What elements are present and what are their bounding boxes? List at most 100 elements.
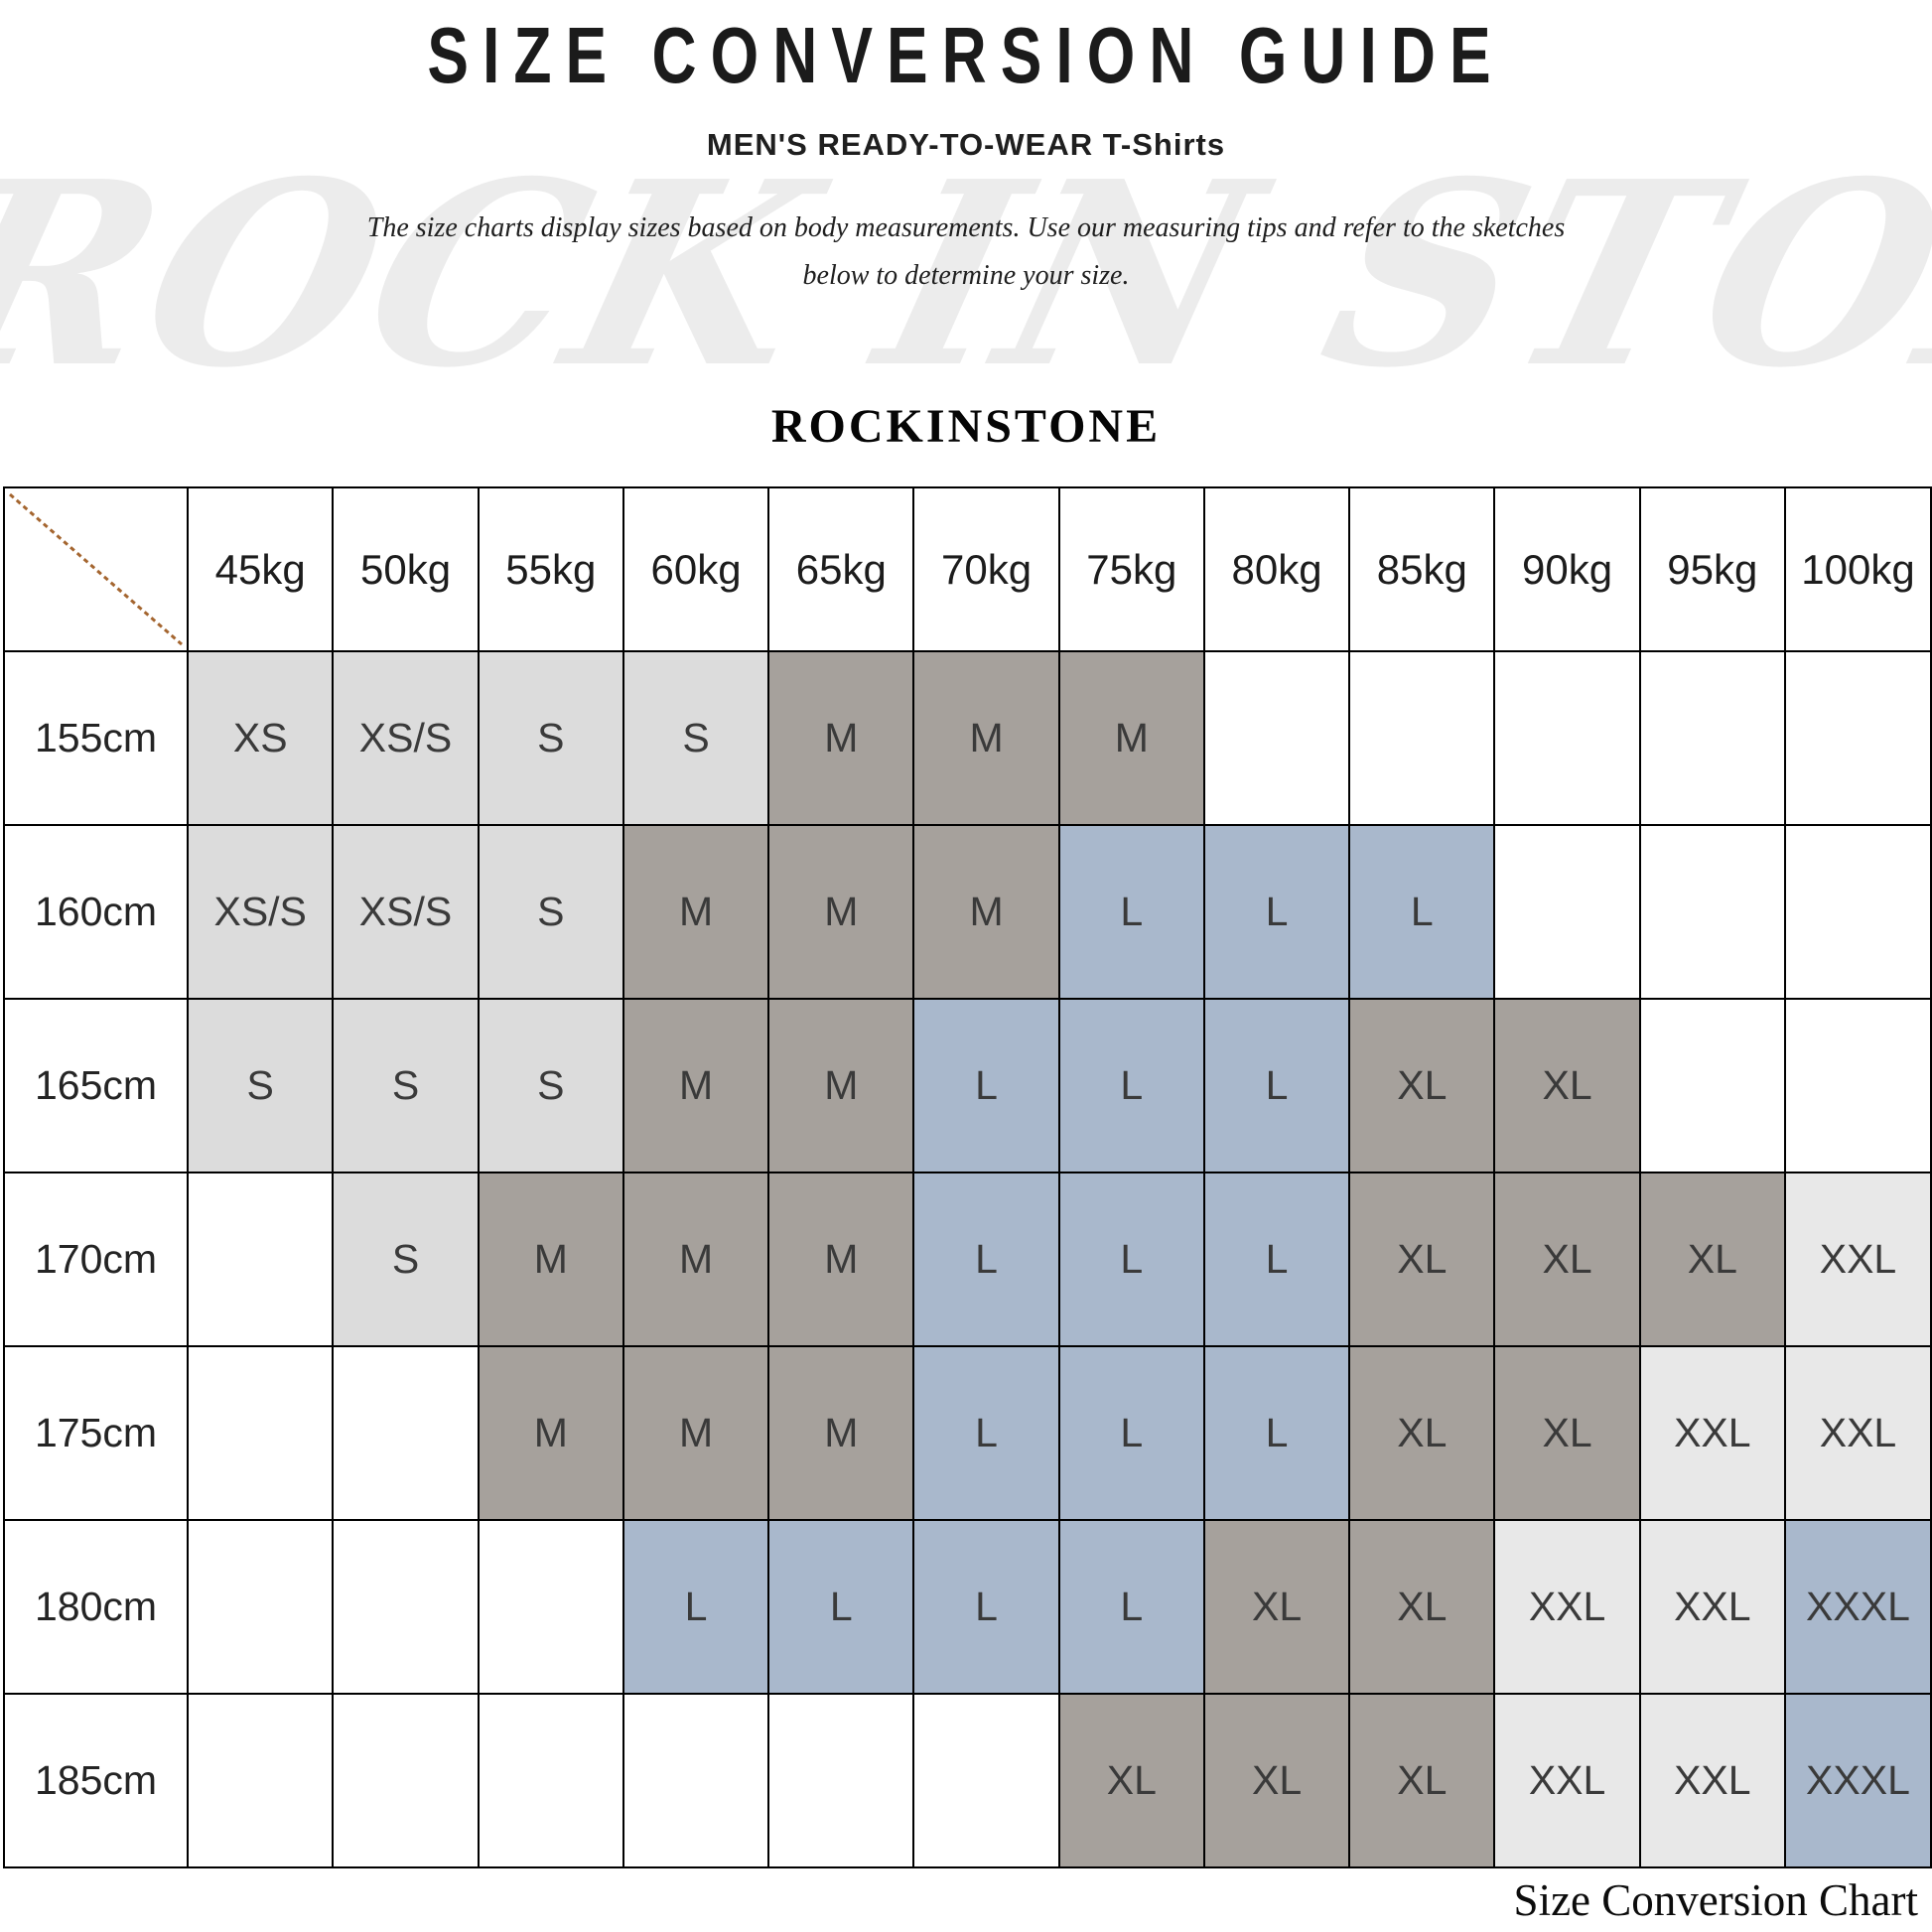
header-row: 45kg 50kg 55kg 60kg 65kg 70kg 75kg 80kg 85kg 90kg… bbox=[2, 486, 1932, 652]
weight-column-header: 70kg bbox=[912, 486, 1060, 652]
size-cell: L bbox=[1057, 1519, 1205, 1695]
size-cell bbox=[332, 1519, 480, 1695]
table-body: 155cm XS XS/S S S M M M 160cm XS/S XS/S S M M M L L L 165c… bbox=[2, 650, 1932, 1868]
size-cell bbox=[767, 1693, 915, 1868]
size-cell bbox=[477, 1519, 624, 1695]
size-cell: XXXL bbox=[1783, 1693, 1932, 1868]
weight-column-header: 90kg bbox=[1493, 486, 1641, 652]
size-cell bbox=[477, 1693, 624, 1868]
height-row-header: 185cm bbox=[2, 1693, 190, 1868]
size-cell: XL bbox=[1057, 1693, 1205, 1868]
size-cell bbox=[187, 1693, 335, 1868]
size-cell bbox=[187, 1345, 335, 1521]
size-cell: XL bbox=[1348, 1345, 1496, 1521]
size-cell: M bbox=[621, 1345, 770, 1521]
size-cell: M bbox=[477, 1345, 624, 1521]
height-row-header: 160cm bbox=[2, 824, 190, 1000]
size-cell: L bbox=[1202, 1172, 1351, 1347]
size-cell: XXL bbox=[1638, 1519, 1786, 1695]
size-cell: L bbox=[621, 1519, 770, 1695]
size-cell: XXL bbox=[1783, 1345, 1932, 1521]
height-row-header: 180cm bbox=[2, 1519, 190, 1695]
weight-column-header: 45kg bbox=[187, 486, 335, 652]
size-cell: M bbox=[912, 650, 1060, 826]
weight-column-header: 50kg bbox=[332, 486, 480, 652]
size-cell: S bbox=[621, 650, 770, 826]
size-cell bbox=[332, 1693, 480, 1868]
size-cell: L bbox=[1202, 824, 1351, 1000]
height-row-header: 165cm bbox=[2, 998, 190, 1173]
size-cell bbox=[1348, 650, 1496, 826]
weight-column-header: 75kg bbox=[1057, 486, 1205, 652]
size-cell bbox=[1783, 824, 1932, 1000]
weight-column-header: 80kg bbox=[1202, 486, 1351, 652]
brand-name: ROCKINSTONE bbox=[770, 400, 1162, 453]
size-cell: L bbox=[912, 998, 1060, 1173]
size-cell: M bbox=[912, 824, 1060, 1000]
size-cell: XS/S bbox=[187, 824, 335, 1000]
height-row-header: 155cm bbox=[2, 650, 190, 826]
weight-column-header: 85kg bbox=[1348, 486, 1496, 652]
size-cell: L bbox=[912, 1172, 1060, 1347]
size-cell: L bbox=[1057, 824, 1205, 1000]
size-cell: XXL bbox=[1493, 1693, 1641, 1868]
height-row-header: 170cm bbox=[2, 1172, 190, 1347]
size-cell: XL bbox=[1493, 1345, 1641, 1521]
height-row-header: 175cm bbox=[2, 1345, 190, 1521]
size-cell: XS/S bbox=[332, 650, 480, 826]
weight-column-header: 60kg bbox=[621, 486, 770, 652]
size-cell bbox=[1783, 998, 1932, 1173]
description: The size charts display sizes based on b… bbox=[0, 205, 1932, 300]
size-cell: XXXL bbox=[1783, 1519, 1932, 1695]
size-cell: L bbox=[1202, 1345, 1351, 1521]
description-line1: The size charts display sizes based on b… bbox=[366, 212, 1566, 243]
size-cell: XL bbox=[1638, 1172, 1786, 1347]
size-cell: M bbox=[767, 1345, 915, 1521]
size-cell: S bbox=[477, 998, 624, 1173]
size-cell: L bbox=[1057, 1172, 1205, 1347]
size-cell: XXL bbox=[1638, 1345, 1786, 1521]
size-cell bbox=[912, 1693, 1060, 1868]
table-row: 170cm S M M M L L L XL XL XL XXL bbox=[2, 1172, 1932, 1347]
size-cell: XL bbox=[1202, 1519, 1351, 1695]
size-cell: XXL bbox=[1493, 1519, 1641, 1695]
size-cell: L bbox=[1057, 1345, 1205, 1521]
weight-column-header: 65kg bbox=[767, 486, 915, 652]
size-cell: M bbox=[767, 1172, 915, 1347]
size-cell: L bbox=[1057, 998, 1205, 1173]
size-cell: S bbox=[477, 650, 624, 826]
size-cell: M bbox=[621, 998, 770, 1173]
size-cell: XL bbox=[1202, 1693, 1351, 1868]
size-cell: L bbox=[767, 1519, 915, 1695]
size-cell: XL bbox=[1348, 1172, 1496, 1347]
size-cell: S bbox=[187, 998, 335, 1173]
size-cell bbox=[1493, 824, 1641, 1000]
chart-caption: Size Conversion Chart bbox=[1513, 1875, 1918, 1925]
size-cell bbox=[1638, 824, 1786, 1000]
size-table: 45kg 50kg 55kg 60kg 65kg 70kg 75kg 80kg 85kg 90kg… bbox=[2, 486, 1932, 1868]
page-subtitle: MEN'S READY-TO-WEAR T-Shirts bbox=[706, 127, 1226, 162]
size-cell: S bbox=[477, 824, 624, 1000]
size-cell: XL bbox=[1493, 1172, 1641, 1347]
size-cell bbox=[187, 1519, 335, 1695]
size-cell bbox=[187, 1172, 335, 1347]
size-cell: S bbox=[332, 998, 480, 1173]
size-cell: L bbox=[912, 1519, 1060, 1695]
table-row: 175cm M M M L L L XL XL XXL XXL bbox=[2, 1345, 1932, 1521]
size-cell: M bbox=[767, 650, 915, 826]
corner-cell bbox=[2, 486, 190, 652]
size-cell: L bbox=[1202, 998, 1351, 1173]
size-cell: XXL bbox=[1638, 1693, 1786, 1868]
size-cell: XL bbox=[1348, 998, 1496, 1173]
table-row: 185cm XL XL XL XXL XXL XXXL bbox=[2, 1693, 1932, 1868]
size-cell bbox=[1783, 650, 1932, 826]
size-cell bbox=[1638, 650, 1786, 826]
size-cell: M bbox=[477, 1172, 624, 1347]
weight-column-header: 95kg bbox=[1638, 486, 1786, 652]
size-cell bbox=[1638, 998, 1786, 1173]
size-cell bbox=[1202, 650, 1351, 826]
size-cell: S bbox=[332, 1172, 480, 1347]
size-cell: XL bbox=[1348, 1693, 1496, 1868]
table-row: 180cm L L L L XL XL XXL XXL XXXL bbox=[2, 1519, 1932, 1695]
